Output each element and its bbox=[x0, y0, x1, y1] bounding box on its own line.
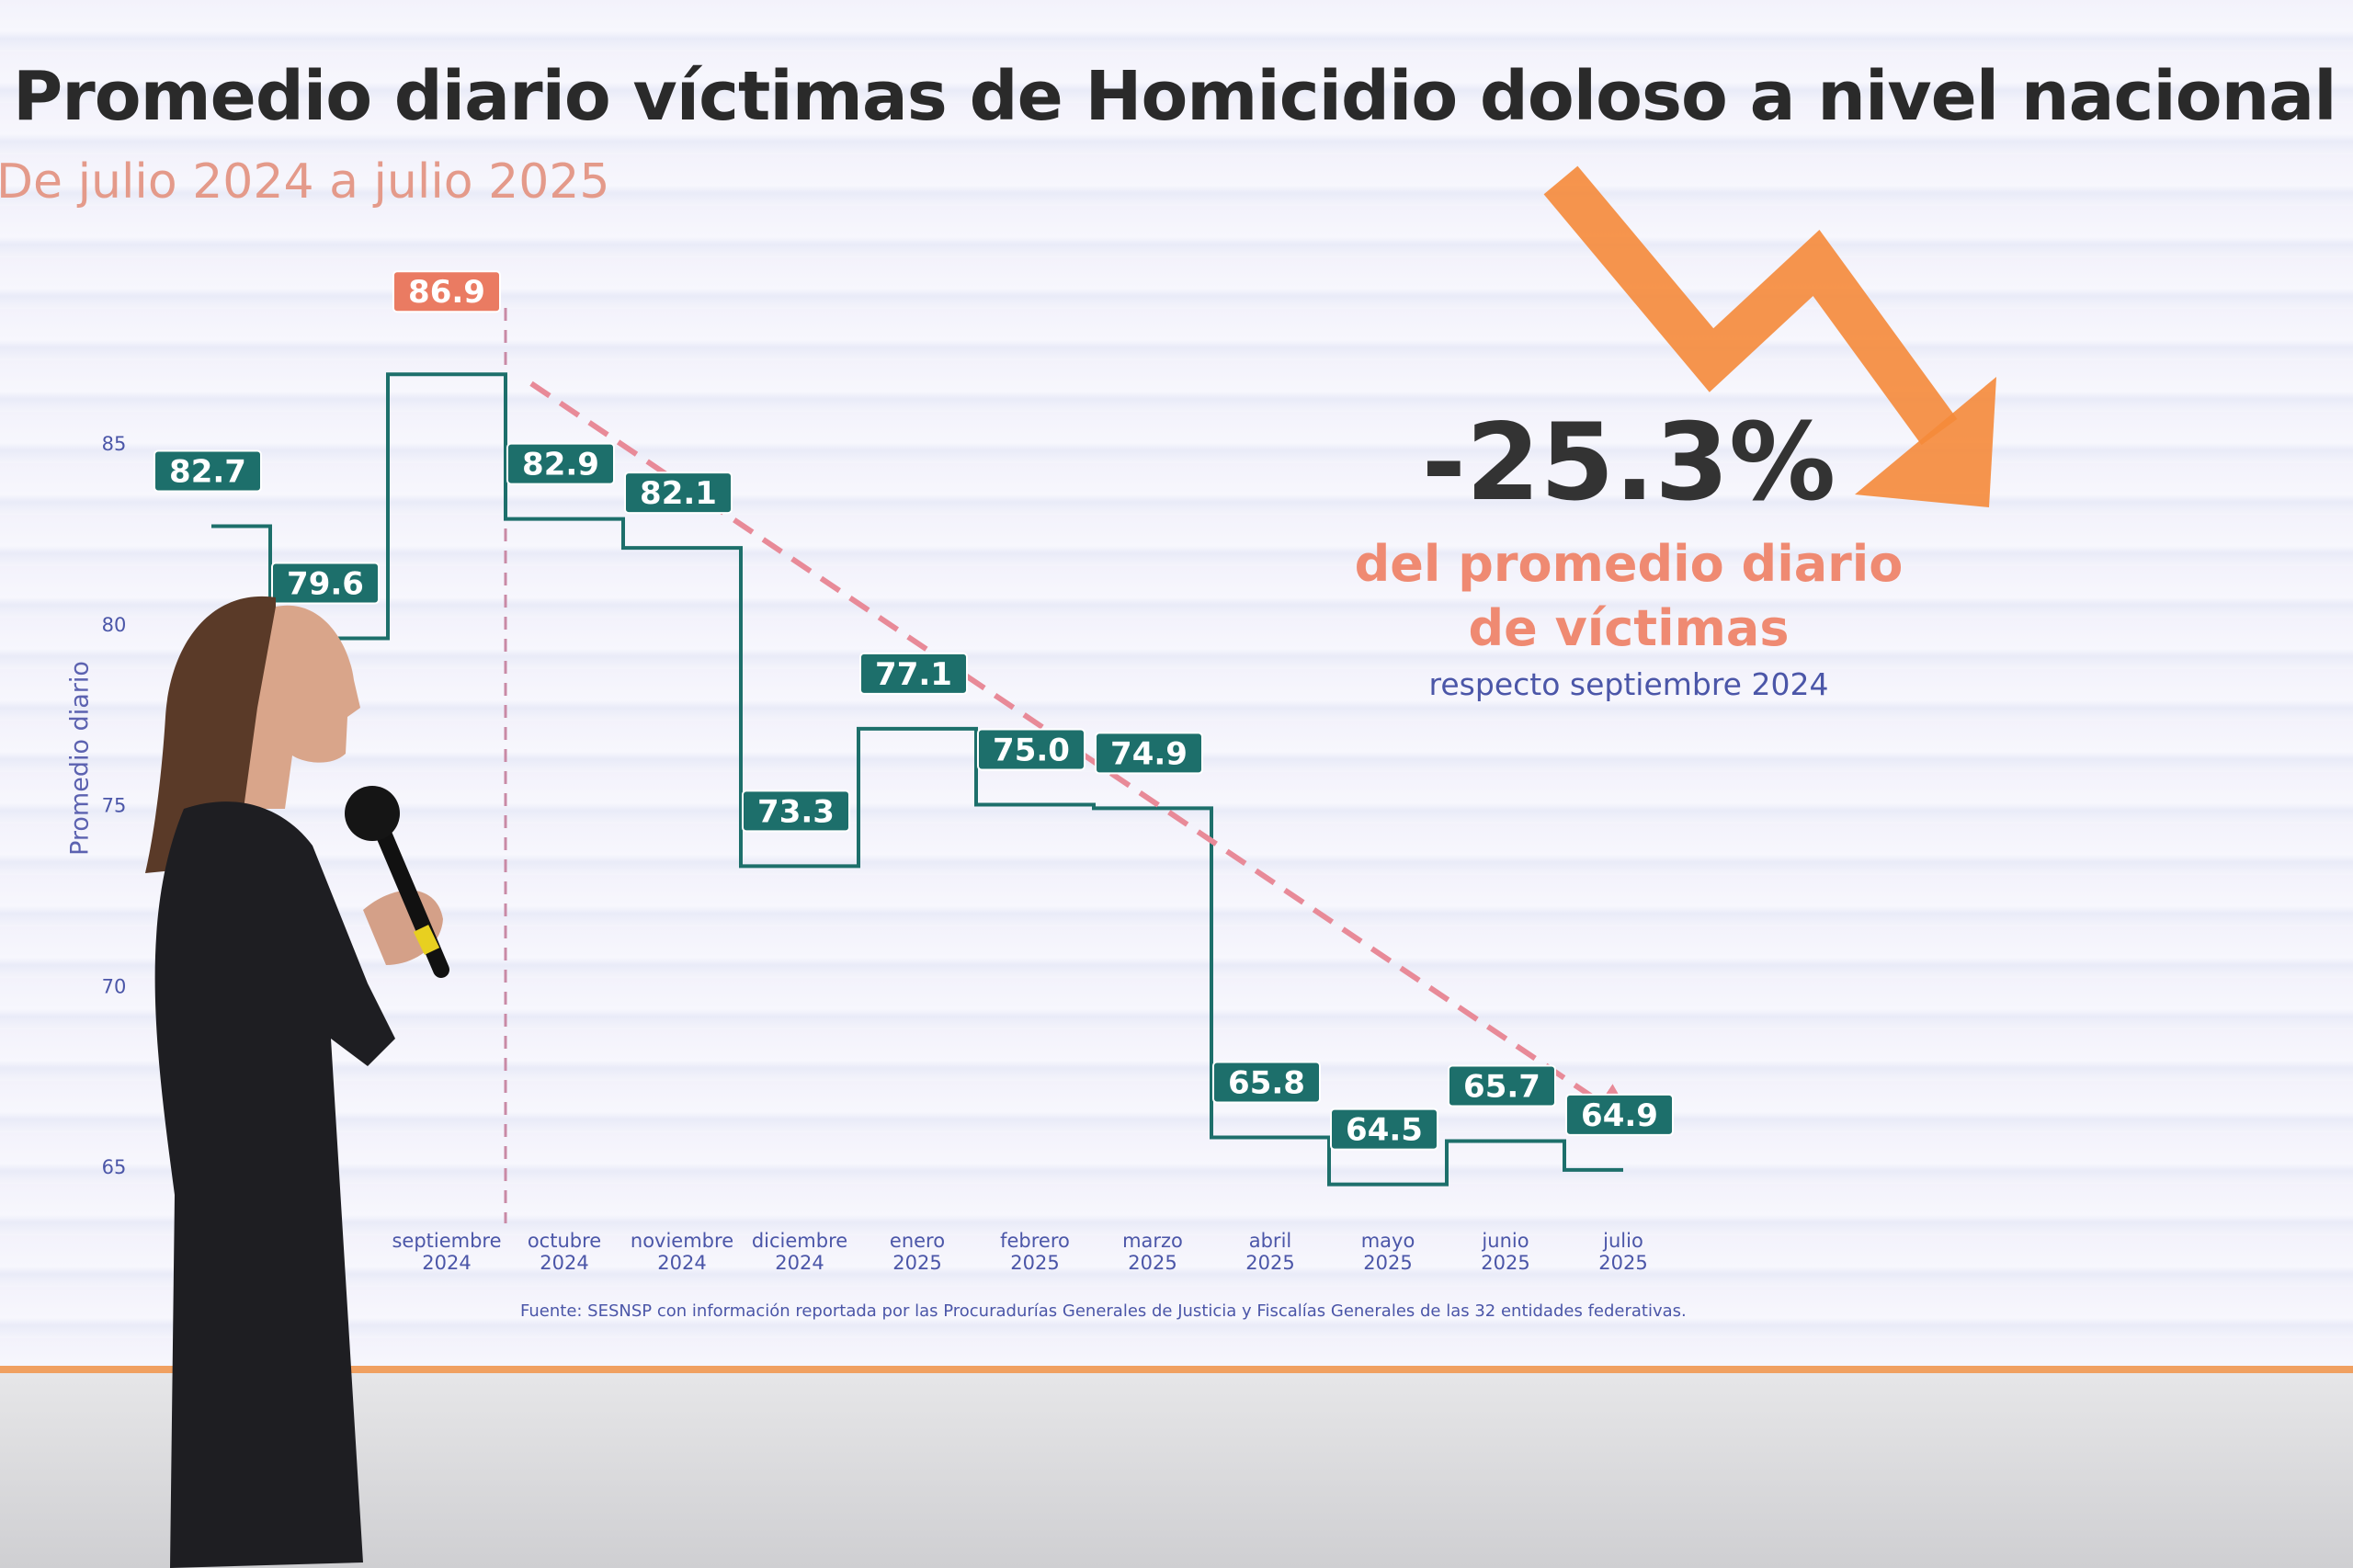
x-tick-label: septiembre bbox=[392, 1230, 501, 1252]
highlight-line-2: de víctimas bbox=[1468, 599, 1790, 657]
data-label-box bbox=[271, 562, 380, 605]
x-tick-year: 2025 bbox=[1481, 1252, 1529, 1274]
data-label: 74.9 bbox=[1110, 735, 1188, 772]
chart-title: Promedio diario víctimas de Homicidio do… bbox=[13, 57, 2337, 136]
x-tick-year: 2025 bbox=[892, 1252, 941, 1274]
y-tick-label: 80 bbox=[102, 614, 127, 636]
highlight-line-1: del promedio diario bbox=[1354, 535, 1904, 593]
x-tick-label: octubre bbox=[528, 1230, 601, 1252]
highlight-line-3: respecto septiembre 2024 bbox=[1428, 666, 1829, 702]
data-label-box bbox=[977, 728, 1086, 771]
data-label-box bbox=[153, 449, 262, 493]
x-tick-label: marzo bbox=[1122, 1230, 1183, 1252]
x-tick-label: abril bbox=[1249, 1230, 1292, 1252]
y-tick-label: 75 bbox=[102, 795, 127, 817]
y-tick-label: 70 bbox=[102, 975, 127, 997]
data-label: 65.8 bbox=[1228, 1065, 1305, 1102]
data-label: 82.7 bbox=[169, 454, 246, 491]
data-label-box bbox=[1330, 1108, 1438, 1151]
x-tick-label: junio bbox=[1481, 1230, 1529, 1252]
data-label: 73.3 bbox=[757, 793, 835, 830]
x-tick-year: 2025 bbox=[1245, 1252, 1294, 1274]
y-tick-label: 65 bbox=[102, 1156, 127, 1178]
data-label-box bbox=[742, 790, 850, 833]
source-note: Fuente: SESNSP con información reportada… bbox=[520, 1301, 1687, 1321]
x-tick-year: 2025 bbox=[1010, 1252, 1059, 1274]
data-label-box bbox=[1212, 1061, 1321, 1104]
data-label-box bbox=[1565, 1093, 1674, 1136]
x-tick-label: enero bbox=[890, 1230, 945, 1252]
x-tick-label: noviembre bbox=[631, 1230, 733, 1252]
data-label-box bbox=[392, 270, 501, 313]
arrowhead-icon bbox=[1855, 377, 1996, 507]
zigzag-arrow-icon bbox=[1543, 165, 1958, 446]
data-label-box bbox=[1095, 732, 1203, 775]
step-chart: 657075808582.779.686.9septiembre202482.9… bbox=[102, 165, 1996, 1274]
x-tick-year: 2025 bbox=[1363, 1252, 1412, 1274]
data-label-box bbox=[859, 652, 968, 695]
data-label: 75.0 bbox=[993, 733, 1070, 769]
data-label: 86.9 bbox=[408, 274, 485, 311]
data-label-box bbox=[624, 472, 733, 515]
data-label: 65.7 bbox=[1463, 1068, 1540, 1105]
x-tick-label: julio bbox=[1602, 1230, 1643, 1252]
data-label: 82.9 bbox=[522, 447, 599, 483]
data-label: 64.9 bbox=[1581, 1097, 1658, 1134]
x-tick-year: 2024 bbox=[775, 1252, 824, 1274]
data-label-box bbox=[1448, 1064, 1556, 1108]
y-tick-label: 85 bbox=[102, 433, 127, 455]
stage-wall bbox=[0, 1373, 2353, 1568]
x-tick-year: 2024 bbox=[422, 1252, 471, 1274]
step-line bbox=[211, 372, 1623, 1187]
x-tick-label: mayo bbox=[1361, 1230, 1415, 1252]
data-label: 82.1 bbox=[640, 475, 717, 512]
x-tick-label: diciembre bbox=[752, 1230, 847, 1252]
data-label: 64.5 bbox=[1346, 1112, 1423, 1149]
data-label-box bbox=[506, 442, 615, 485]
x-tick-year: 2024 bbox=[657, 1252, 706, 1274]
x-tick-year: 2025 bbox=[1598, 1252, 1647, 1274]
presentation-screen: Promedio diario víctimas de Homicidio do… bbox=[0, 0, 2353, 1373]
data-label: 79.6 bbox=[287, 565, 364, 602]
chart-subtitle: De julio 2024 a julio 2025 bbox=[0, 154, 610, 210]
x-tick-year: 2024 bbox=[540, 1252, 588, 1274]
data-label: 77.1 bbox=[875, 656, 952, 693]
x-tick-year: 2025 bbox=[1128, 1252, 1176, 1274]
x-tick-label: febrero bbox=[1000, 1230, 1070, 1252]
percent-change: -25.3% bbox=[1421, 401, 1836, 525]
